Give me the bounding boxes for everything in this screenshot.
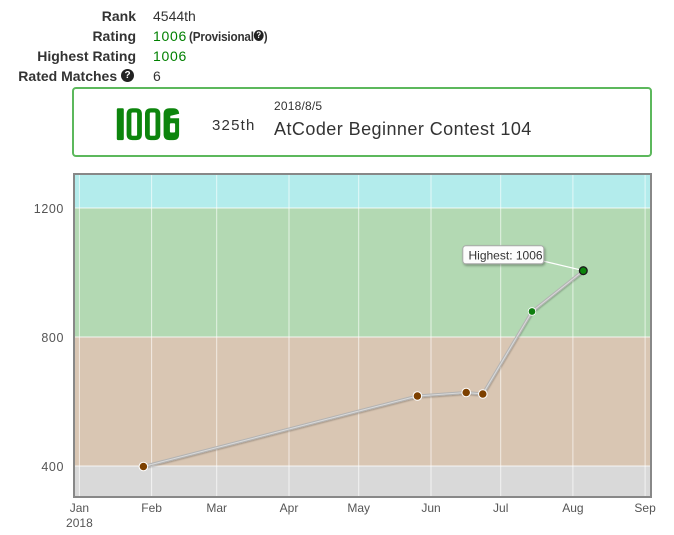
svg-text:Jul: Jul	[493, 501, 508, 515]
svg-text:Feb: Feb	[141, 501, 162, 515]
svg-text:Sep: Sep	[634, 501, 656, 515]
svg-text:2018: 2018	[66, 516, 93, 530]
svg-text:Aug: Aug	[562, 501, 583, 515]
svg-text:800: 800	[41, 331, 64, 345]
svg-text:Apr: Apr	[280, 501, 299, 515]
svg-text:1200: 1200	[34, 202, 64, 216]
svg-text:400: 400	[41, 460, 64, 474]
svg-text:May: May	[347, 501, 370, 515]
svg-text:Jan: Jan	[70, 501, 89, 515]
svg-text:Mar: Mar	[206, 501, 227, 515]
svg-text:Jun: Jun	[421, 501, 440, 515]
svg-text:Highest: 1006: Highest: 1006	[469, 248, 543, 262]
